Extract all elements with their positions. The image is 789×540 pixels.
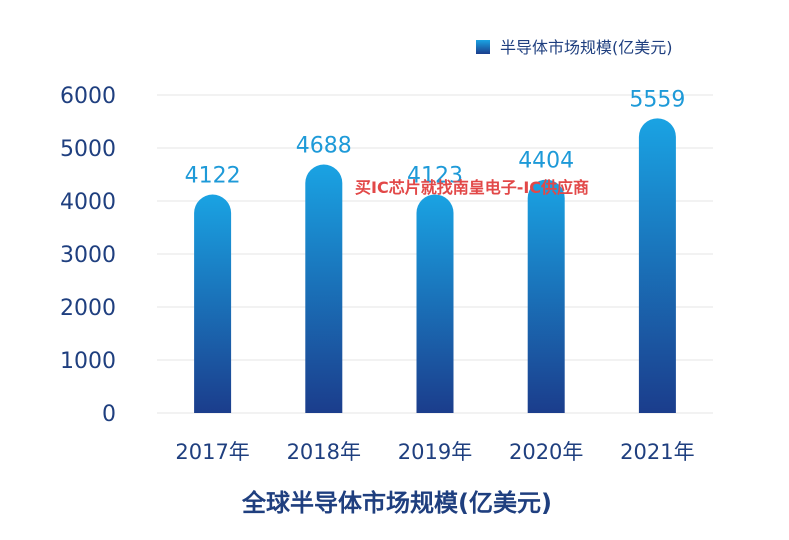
bars (194, 118, 676, 413)
x-tick-label: 2017年 (175, 440, 249, 464)
y-axis-ticks: 0 1000 2000 3000 4000 5000 6000 (60, 84, 116, 427)
y-tick-label: 2000 (60, 296, 116, 321)
data-label-2: 4123 (407, 163, 463, 188)
legend-label: 半导体市场规模(亿美元) (500, 38, 673, 57)
legend: 半导体市场规模(亿美元) (476, 38, 673, 57)
x-tick-label: 2021年 (620, 440, 694, 464)
y-tick-label: 4000 (60, 190, 116, 215)
y-tick-label: 0 (102, 402, 116, 427)
y-tick-label: 6000 (60, 84, 116, 109)
y-tick-label: 3000 (60, 243, 116, 268)
x-tick-label: 2018年 (287, 440, 361, 464)
x-tick-label: 2020年 (509, 440, 583, 464)
data-label-1: 4688 (296, 134, 352, 159)
bar-0 (194, 194, 232, 413)
bar-4 (638, 118, 676, 413)
x-tick-label: 2019年 (398, 440, 472, 464)
data-label-0: 4122 (185, 164, 241, 189)
data-labels: 4122 4688 4123 4404 5559 (185, 87, 686, 188)
x-axis-ticks: 2017年 2018年 2019年 2020年 2021年 (175, 440, 694, 464)
data-label-4: 5559 (629, 87, 685, 112)
bar-1 (305, 164, 343, 413)
chart-title: 全球半导体市场规模(亿美元) (241, 489, 552, 517)
y-tick-label: 1000 (60, 349, 116, 374)
bar-2 (416, 194, 454, 413)
y-tick-label: 5000 (60, 137, 116, 162)
bar-3 (527, 179, 565, 413)
watermark-text: 买IC芯片就找南皇电子-IC供应商 (355, 178, 589, 197)
data-label-3: 4404 (518, 149, 574, 174)
legend-swatch (476, 40, 490, 54)
